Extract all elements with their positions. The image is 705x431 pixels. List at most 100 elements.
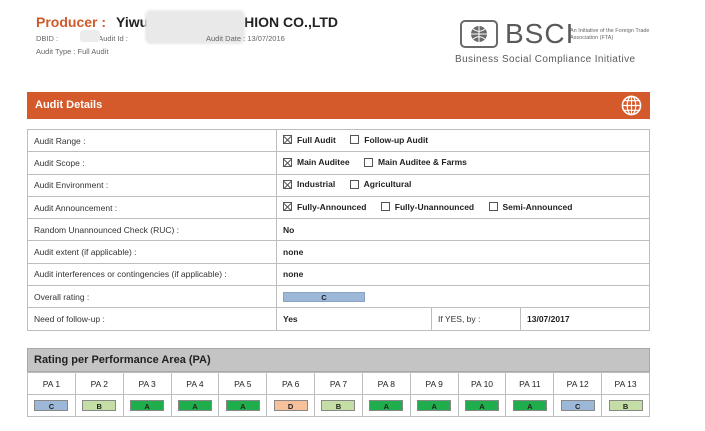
checkbox-empty-icon	[380, 202, 390, 212]
pa-grade-cell: A	[218, 394, 268, 417]
producer-label: Producer :	[36, 14, 107, 30]
row-label: Audit Environment :	[27, 173, 277, 197]
followup-label: Need of follow-up :	[27, 307, 277, 331]
overall-rating-badge: C	[283, 291, 365, 302]
checkbox-empty-icon	[488, 202, 498, 212]
pa-grade-badge: D	[273, 400, 308, 411]
row-label: Audit Announcement :	[27, 195, 277, 220]
globe-icon	[621, 95, 642, 116]
producer-name-start: Yiwu	[116, 14, 149, 30]
checkbox-checked-icon	[283, 179, 292, 189]
option-label: Agricultural	[363, 179, 412, 190]
pa-grade-badge: A	[225, 400, 260, 411]
audit-id-label: nd Audit Id :	[88, 34, 128, 43]
pa-label-cell: PA 7	[314, 372, 363, 395]
followup-value: Yes	[276, 307, 432, 331]
section-header: Audit Details	[27, 92, 650, 119]
bsci-wordmark: BSCI	[505, 18, 575, 49]
checkbox-checked-icon	[283, 157, 292, 167]
option-full-audit: Full Audit	[283, 135, 336, 145]
producer-line: Producer : Yiwu HION CO.,LTD	[36, 14, 338, 30]
fta-note: An Initiative of the Foreign Trade Assoc…	[570, 28, 650, 41]
pa-grade-cell: C	[553, 394, 603, 417]
pa-grade-badge: A	[130, 400, 165, 411]
table-row: Overall rating : C	[27, 285, 650, 309]
row-label: Audit Range :	[27, 128, 277, 153]
checkbox-checked-icon	[283, 135, 292, 145]
checkbox-checked-icon	[283, 202, 292, 212]
audit-scope-options: Main Auditee Main Auditee & Farms	[276, 151, 650, 175]
pa-grade-badge: A	[465, 400, 500, 411]
overall-rating-cell: C	[276, 285, 650, 309]
checkbox-empty-icon	[350, 135, 360, 145]
redaction-blur	[145, 10, 245, 44]
extent-value: none	[276, 240, 650, 264]
report-header: Producer : Yiwu HION CO.,LTD DBID : nd Aud…	[0, 0, 705, 90]
extent-label: Audit extent (if applicable) :	[27, 240, 277, 264]
table-row: Audit extent (if applicable) : none	[27, 240, 650, 264]
bsci-tagline: Business Social Compliance Initiative	[455, 54, 636, 65]
checkbox-empty-icon	[363, 157, 373, 167]
pa-label-cell: PA 13	[601, 372, 650, 395]
audit-date: Audit Date : 13/07/2016	[206, 34, 285, 43]
pa-grade-badge: B	[321, 400, 356, 411]
pa-grade-badge: B	[608, 400, 643, 411]
interferences-value: none	[276, 262, 650, 287]
pa-grade-badge: A	[512, 400, 547, 411]
ifyes-label: If YES, by :	[431, 307, 521, 331]
option-label: Fully-Unannounced	[394, 201, 475, 212]
producer-name-end: HION CO.,LTD	[244, 14, 339, 30]
pa-grade-cell: C	[27, 394, 76, 417]
pa-label-cell: PA 8	[361, 372, 411, 395]
audit-details-table: Audit Range : Full Audit Follow-up Audit…	[27, 128, 650, 331]
option-follow-up-audit: Follow-up Audit	[350, 135, 428, 145]
option-label: Fully-Announced	[297, 201, 367, 212]
option-label: Main Auditee	[297, 157, 350, 168]
option-label: Full Audit	[297, 134, 336, 145]
option-agricultural: Agricultural	[349, 179, 412, 190]
option-main-auditee-farms: Main Auditee & Farms	[363, 157, 467, 167]
pa-section-header: Rating per Performance Area (PA)	[27, 348, 650, 372]
option-fully-announced: Fully-Announced	[283, 202, 366, 212]
pa-labels-row: PA 1 PA 2 PA 3 PA 4 PA 5 PA 6 PA 7 PA 8 PA 9 PA 1…	[27, 372, 650, 395]
pa-label-cell: PA 6	[266, 372, 316, 395]
pa-grade-badge: C	[34, 400, 69, 411]
pa-grade-cell: A	[457, 394, 507, 417]
ruc-label: Random Unannounced Check (RUC) :	[27, 218, 277, 242]
pa-grade-cell: A	[409, 394, 459, 417]
pa-grade-badge: A	[417, 400, 452, 411]
pa-grade-badge: B	[82, 400, 117, 411]
row-label: Audit Scope :	[27, 151, 277, 175]
pa-rating-table: PA 1 PA 2 PA 3 PA 4 PA 5 PA 6 PA 7 PA 8 PA 9 PA 1…	[27, 372, 650, 417]
table-row: Audit Announcement : Fully-Announced Ful…	[27, 195, 650, 220]
option-label: Semi-Announced	[502, 201, 573, 212]
section-title: Audit Details	[35, 99, 103, 111]
table-row: Need of follow-up : Yes If YES, by : 13/…	[27, 307, 650, 331]
option-fully-unannounced: Fully-Unannounced	[380, 201, 475, 212]
dbid-label: DBID :	[36, 34, 59, 43]
overall-rating-label: Overall rating :	[27, 285, 277, 309]
option-label: Follow-up Audit	[364, 134, 429, 145]
pa-label-cell: PA 3	[122, 372, 172, 395]
ruc-value: No	[276, 218, 650, 242]
pa-grade-badge: A	[177, 400, 212, 411]
pa-grade-cell: B	[314, 394, 363, 417]
pa-label-cell: PA 2	[74, 372, 124, 395]
table-row: Audit Scope : Main Auditee Main Auditee …	[27, 151, 650, 175]
audit-type: Audit Type : Full Audit	[36, 47, 109, 56]
interferences-label: Audit interferences or contingencies (if…	[27, 262, 277, 287]
pa-grade-badge: C	[560, 400, 595, 411]
checkbox-empty-icon	[349, 179, 359, 189]
pa-label-cell: PA 11	[505, 372, 555, 395]
audit-ids-line: DBID : nd Audit Id : Audit Date : 13/07/…	[36, 34, 285, 43]
pa-label-cell: PA 12	[553, 372, 603, 395]
pa-grade-cell: A	[505, 394, 555, 417]
option-main-auditee: Main Auditee	[283, 157, 350, 167]
option-label: Industrial	[297, 179, 336, 190]
table-row: Random Unannounced Check (RUC) : No	[27, 218, 650, 242]
bsci-logo: BSCI An Initiative of the Foreign Trade …	[455, 18, 655, 68]
table-row: Audit interferences or contingencies (if…	[27, 262, 650, 287]
audit-announcement-options: Fully-Announced Fully-Unannounced Semi-A…	[276, 195, 650, 220]
pa-grade-cell: A	[361, 394, 411, 417]
